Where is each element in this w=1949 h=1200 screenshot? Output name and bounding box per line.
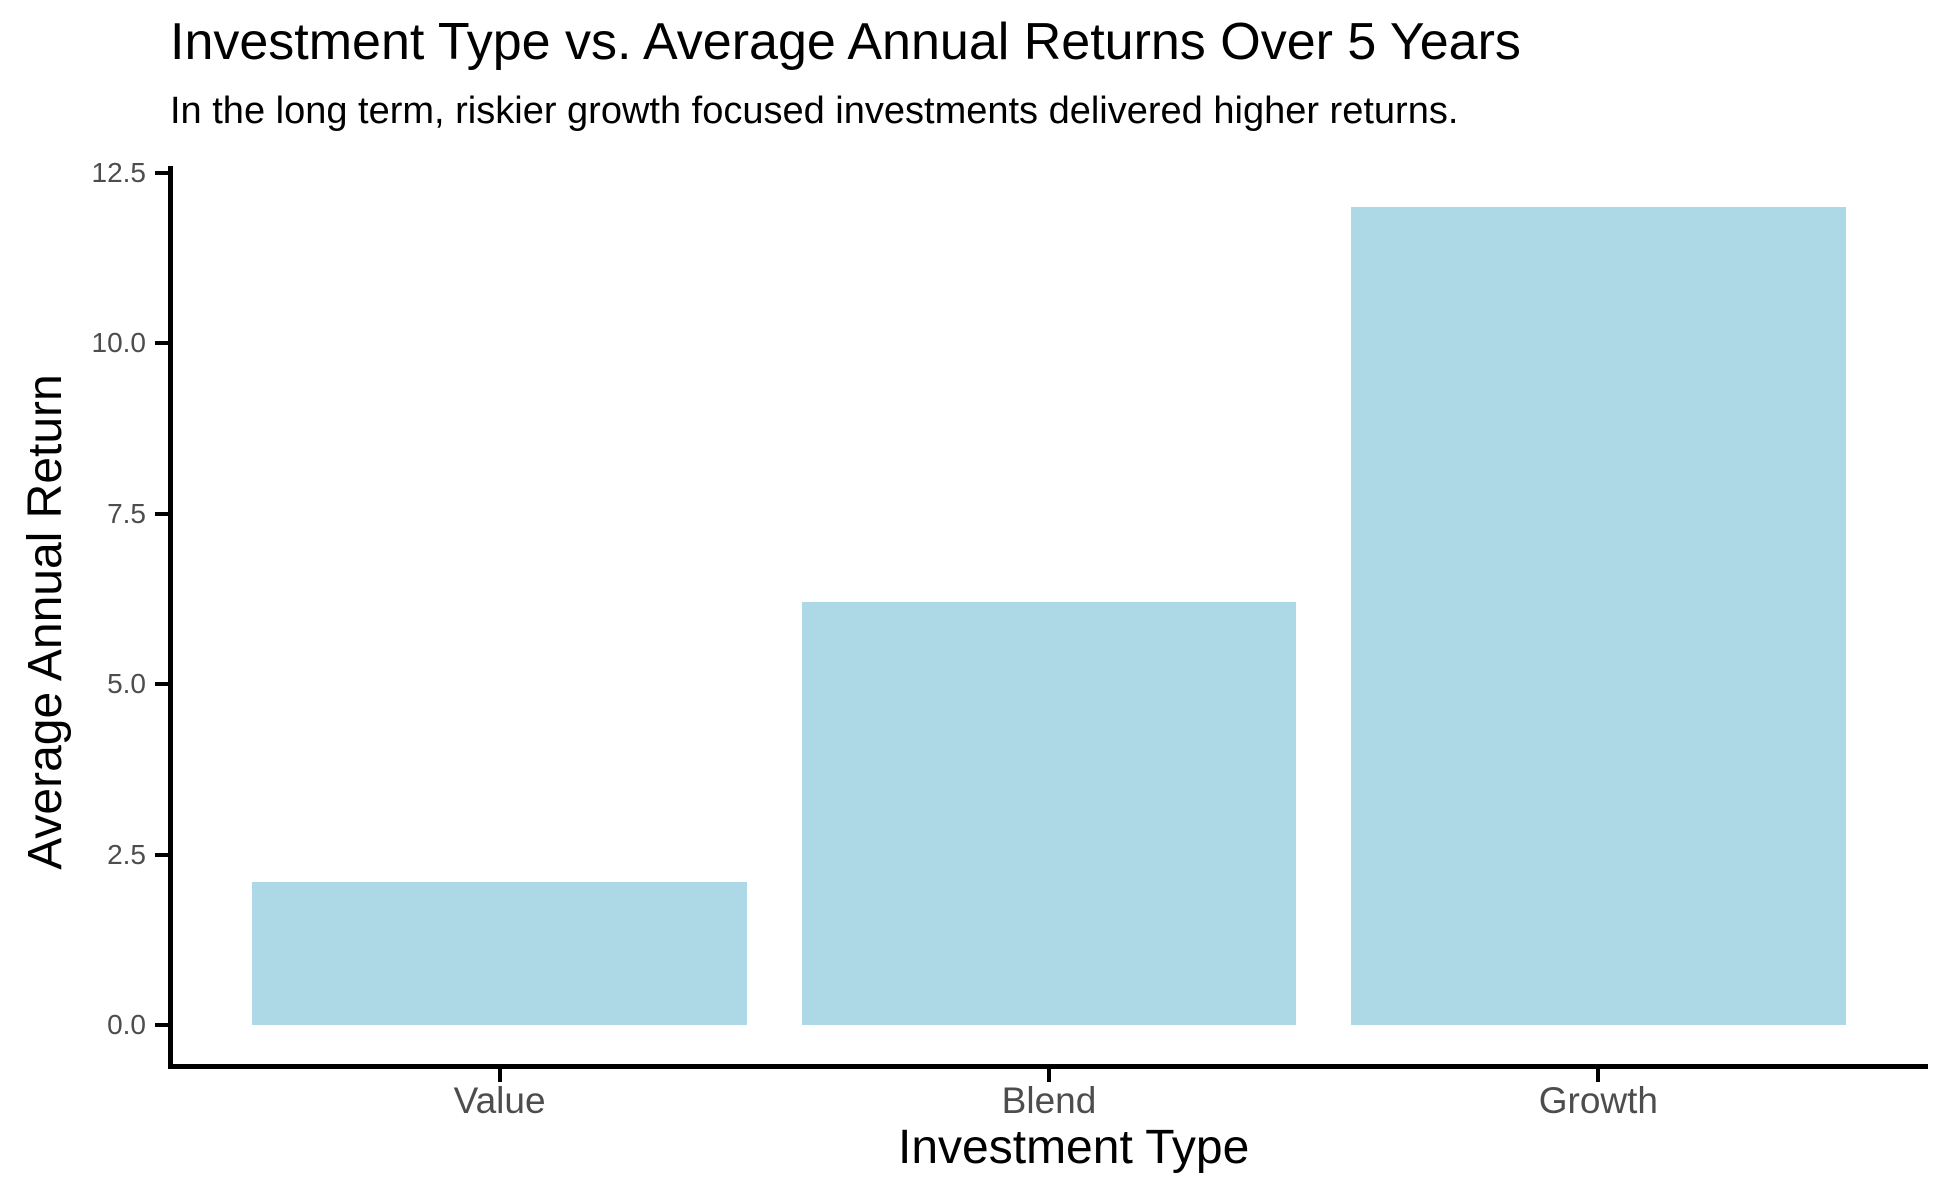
x-tick-mark: [497, 1069, 502, 1082]
bar-growth: [1351, 206, 1846, 1025]
y-tick-mark: [155, 341, 168, 345]
y-axis-line: [168, 166, 173, 1069]
x-tick-mark: [1596, 1069, 1601, 1082]
y-axis-title: Average Annual Return: [19, 374, 72, 870]
x-tick-label: Growth: [1538, 1080, 1658, 1121]
x-tick-label: Blend: [1001, 1080, 1097, 1121]
y-tick-label: 0.0: [107, 1009, 146, 1040]
y-tick-mark: [155, 852, 168, 857]
bar-blend: [801, 602, 1297, 1025]
chart-subtitle: In the long term, riskier growth focused…: [170, 90, 1459, 132]
x-axis-title: Investment Type: [898, 1121, 1250, 1174]
y-tick-label: 2.5: [107, 838, 146, 870]
y-tick-label: 12.5: [91, 156, 147, 188]
y-tick-mark: [155, 511, 168, 516]
x-tick-mark: [1047, 1069, 1051, 1082]
x-tick-label: Value: [453, 1080, 546, 1121]
y-tick-mark: [155, 1023, 168, 1027]
y-tick-mark: [155, 170, 168, 175]
y-tick-mark: [155, 682, 168, 686]
y-tick-label: 5.0: [107, 668, 146, 699]
chart-title: Investment Type vs. Average Annual Retur…: [170, 13, 1521, 71]
y-tick-label: 7.5: [107, 497, 146, 529]
y-tick-label: 10.0: [91, 327, 147, 358]
bar-value: [252, 881, 747, 1025]
x-axis-line: [168, 1064, 1928, 1069]
